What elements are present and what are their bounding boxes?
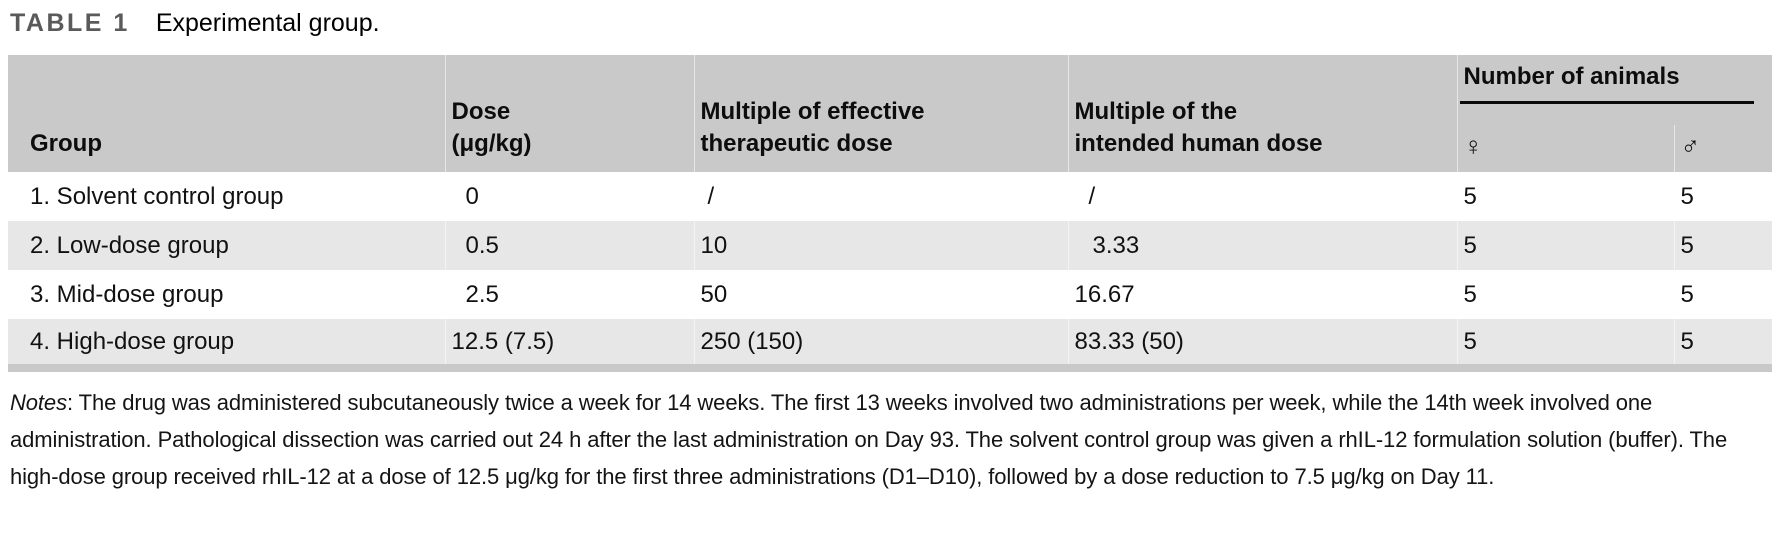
cell-dose: 12.5 (7.5): [444, 319, 694, 368]
cell-males: 5: [1673, 270, 1773, 319]
column-header-dose-line2: (μg/kg): [451, 130, 532, 157]
cell-group: 4. High-dose group: [30, 327, 235, 355]
cell-dose: 0: [444, 172, 694, 221]
cell-human-multiple: 83.33 (50): [1067, 319, 1457, 368]
column-header-male: ♂: [1673, 125, 1773, 172]
cell-human-multiple: 3.33: [1067, 221, 1457, 270]
cell-effective-multiple: 50: [693, 270, 1068, 319]
table-header: Group Dose (μg/kg) Multiple of effective…: [8, 55, 1773, 172]
table-row-high-dose: 4. High-dose group 12.5 (7.5) 250 (150) …: [8, 319, 1773, 368]
cell-group: 3. Mid-dose group: [30, 280, 224, 308]
notes-text: : The drug was administered subcutaneous…: [10, 390, 1728, 489]
column-header-effective-multiple: Multiple of effective therapeutic dose: [693, 55, 1068, 172]
cell-dose: 2.5: [444, 270, 694, 319]
experimental-group-table: Group Dose (μg/kg) Multiple of effective…: [8, 55, 1773, 372]
table-row-solvent-control: 1. Solvent control group 0 / / 5 5: [8, 172, 1773, 221]
cell-effective-multiple: /: [693, 172, 1068, 221]
cell-human-multiple: /: [1067, 172, 1457, 221]
cell-females: 5: [1456, 172, 1674, 221]
column-header-effective-line2: therapeutic dose: [700, 130, 893, 157]
cell-group: 2. Low-dose group: [30, 231, 229, 259]
column-header-human-line2: intended human dose: [1074, 130, 1323, 157]
cell-females: 5: [1456, 270, 1674, 319]
table-label: TABLE 1: [10, 9, 130, 37]
cell-males: 5: [1673, 172, 1773, 221]
column-header-dose: Dose (μg/kg): [444, 55, 694, 172]
cell-human-multiple: 16.67: [1067, 270, 1457, 319]
table-notes: Notes: The drug was administered subcuta…: [8, 384, 1766, 495]
column-header-human-line1: Multiple of the: [1074, 98, 1238, 125]
column-header-human-multiple: Multiple of the intended human dose: [1067, 55, 1457, 172]
table-row-mid-dose: 3. Mid-dose group 2.5 50 16.67 5 5: [8, 270, 1773, 319]
cell-effective-multiple: 10: [693, 221, 1068, 270]
male-icon: ♂: [1680, 131, 1701, 161]
column-header-effective-line1: Multiple of effective: [700, 98, 925, 125]
column-header-number-of-animals: Number of animals: [1456, 55, 1773, 125]
table-caption: Experimental group.: [155, 9, 380, 37]
table-row-low-dose: 2. Low-dose group 0.5 10 3.33 5 5: [8, 221, 1773, 270]
number-of-animals-label: Number of animals: [1459, 63, 1755, 104]
cell-dose: 0.5: [444, 221, 694, 270]
column-header-group: Group: [8, 55, 445, 172]
notes-label: Notes: [10, 390, 67, 415]
cell-females: 5: [1456, 319, 1674, 368]
column-header-female: ♀: [1456, 125, 1674, 172]
table-title: TABLE 1 Experimental group.: [8, 6, 1772, 42]
female-icon: ♀: [1463, 131, 1484, 161]
cell-group: 1. Solvent control group: [30, 182, 284, 210]
cell-males: 5: [1673, 319, 1773, 368]
cell-females: 5: [1456, 221, 1674, 270]
table-body: 1. Solvent control group 0 / / 5 5 2. Lo…: [8, 172, 1773, 368]
cell-effective-multiple: 250 (150): [693, 319, 1068, 368]
column-header-dose-line1: Dose: [451, 98, 511, 125]
cell-males: 5: [1673, 221, 1773, 270]
